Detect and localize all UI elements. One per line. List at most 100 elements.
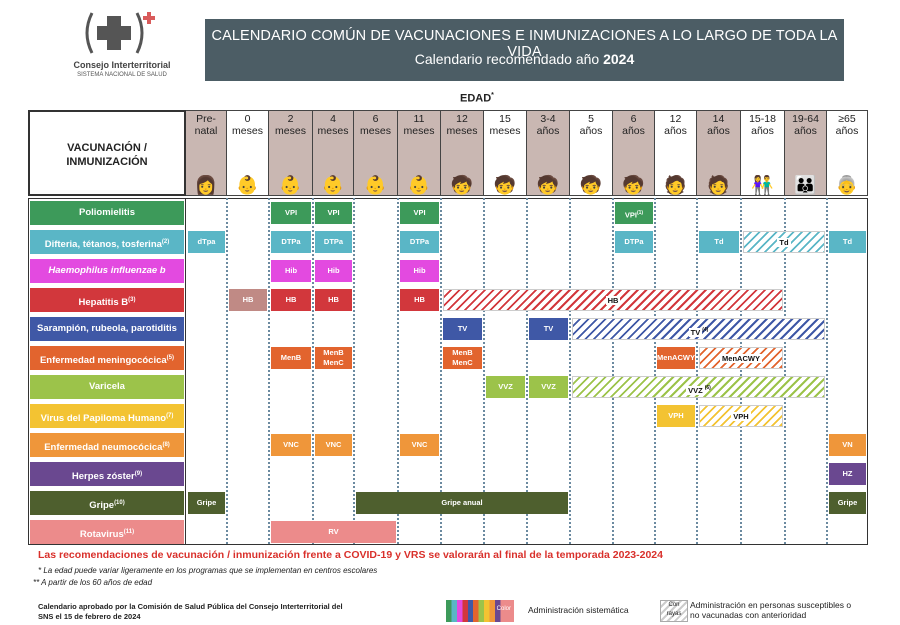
age-label: 4 meses bbox=[317, 113, 349, 137]
row-label-9: Herpes zóster(9) bbox=[30, 462, 184, 486]
title-banner: CALENDARIO COMÚN DE VACUNACIONES E INMUN… bbox=[205, 19, 844, 81]
dose-cell: MenB MenC bbox=[443, 347, 482, 369]
row-label-8: Enfermedad neumocócica(8) bbox=[30, 433, 184, 457]
logo-sub: SISTEMA NACIONAL DE SALUD bbox=[77, 72, 167, 78]
edad-label: EDAD* bbox=[460, 92, 494, 105]
hatched-dose: MenACWY bbox=[699, 347, 783, 369]
logo: Consejo Interterritorial SISTEMA NACIONA… bbox=[62, 8, 182, 83]
row-label-text: Enfermedad meningocócica bbox=[39, 355, 167, 367]
dose-cell: VPI bbox=[400, 202, 439, 224]
row-label-text: Difteria, tétanos, tosferina bbox=[44, 239, 162, 251]
title-year: 2024 bbox=[603, 51, 635, 67]
age-label: 19-64 años bbox=[792, 113, 819, 137]
person-icon: 🧒 bbox=[579, 175, 603, 195]
dose-cell: DTPa bbox=[271, 231, 311, 253]
row-label-sup: (10) bbox=[114, 500, 125, 506]
hatched-dose: TV (4) bbox=[572, 318, 825, 340]
legend-hatch-l1: Administración en personas susceptibles … bbox=[690, 600, 852, 610]
dose-cell: HB bbox=[271, 289, 311, 311]
vacunacion-header-l1: VACUNACIÓN / bbox=[67, 142, 147, 154]
age-column-14: 19-64 años 👪 bbox=[785, 110, 827, 196]
age-label: 3-4 años bbox=[536, 113, 560, 137]
column-divider bbox=[226, 198, 228, 544]
age-column-13: 15-18 años 👫 bbox=[741, 110, 785, 196]
age-label: 5 años bbox=[579, 113, 603, 137]
dose-cell: Td bbox=[699, 231, 739, 253]
dose-cell: TV bbox=[529, 318, 568, 340]
column-divider bbox=[654, 198, 656, 544]
row-label-0: Poliomielitis bbox=[30, 201, 184, 225]
age-column-12: 14 años 🧑 bbox=[697, 110, 741, 196]
dose-cell: HZ bbox=[829, 463, 866, 485]
row-label-text: Sarampión, rubeola, parotiditis bbox=[37, 323, 177, 334]
row-label-text: Herpes zóster bbox=[71, 471, 135, 483]
age-column-0: Pre-natal 👩 bbox=[186, 110, 227, 196]
person-icon: 👶 bbox=[407, 175, 431, 195]
age-column-6: 12 meses 🧒 bbox=[441, 110, 484, 196]
column-divider bbox=[612, 198, 614, 544]
person-icon: 🧑 bbox=[664, 175, 687, 195]
row-label-sup: (11) bbox=[123, 529, 135, 535]
approval-l2: SNS el 15 de febrero de 2024 bbox=[38, 612, 141, 621]
dose-cell: HB bbox=[229, 289, 267, 311]
legend-hatch-l2: no vacunadas con anterioridad bbox=[690, 610, 807, 620]
dose-cell: RV bbox=[271, 521, 396, 543]
person-icon: 🧒 bbox=[493, 175, 517, 195]
age-column-1: 0 meses 👶 bbox=[227, 110, 269, 196]
dose-cell: VVZ bbox=[486, 376, 525, 398]
person-icon: 🧑 bbox=[707, 175, 730, 195]
person-icon: 👫 bbox=[751, 175, 774, 195]
person-icon: 👪 bbox=[794, 175, 817, 195]
dose-cell: VPI bbox=[271, 202, 311, 224]
dose-cell: MenACWY bbox=[657, 347, 695, 369]
age-column-4: 6 meses 👶 bbox=[354, 110, 398, 196]
age-label: 0 meses bbox=[232, 113, 263, 137]
row-label-3: Hepatitis B(3) bbox=[30, 288, 184, 312]
edad-text: EDAD bbox=[460, 92, 492, 105]
age-label: 12 años bbox=[664, 113, 687, 137]
row-label-sup: (7) bbox=[166, 413, 174, 419]
age-column-10: 6 años 🧒 bbox=[613, 110, 655, 196]
dose-cell: Hib bbox=[400, 260, 439, 282]
row-label-sup: (2) bbox=[161, 239, 170, 245]
row-label-2: Haemophilus influenzae b bbox=[30, 259, 184, 283]
dose-cell: Hib bbox=[271, 260, 311, 282]
age-label: 11 meses bbox=[403, 113, 435, 137]
dose-cell: Gripe bbox=[188, 492, 225, 514]
person-icon: 🧒 bbox=[536, 175, 560, 195]
hatched-dose: VVZ (6) bbox=[572, 376, 825, 398]
age-column-8: 3-4 años 🧒 bbox=[527, 110, 570, 196]
column-divider bbox=[353, 198, 355, 544]
dose-cell: VVZ bbox=[529, 376, 568, 398]
person-icon: 🧒 bbox=[450, 175, 474, 195]
person-icon: 👶 bbox=[236, 175, 259, 195]
dose-cell: DTPa bbox=[315, 231, 352, 253]
row-label-text: Rotavirus bbox=[79, 529, 124, 541]
column-divider bbox=[312, 198, 314, 544]
dose-cell: VPI bbox=[315, 202, 352, 224]
row-label-sup: (8) bbox=[162, 442, 170, 448]
row-label-text: Virus del Papiloma Humano bbox=[40, 413, 167, 425]
column-divider bbox=[696, 198, 698, 544]
dose-cell: Gripe anual bbox=[356, 492, 568, 514]
hatched-dose: HB bbox=[443, 289, 783, 311]
dose-cell: Gripe anual** bbox=[829, 492, 866, 532]
row-label-1: Difteria, tétanos, tosferina(2) bbox=[30, 230, 184, 254]
row-label-sup: (5) bbox=[166, 355, 175, 361]
title-line2: Calendario recomendado año 2024 bbox=[205, 51, 844, 67]
person-icon: 👶 bbox=[279, 175, 302, 195]
dose-cell: VPI(1) bbox=[615, 202, 653, 224]
hatched-dose: Td bbox=[743, 231, 825, 253]
vacunacion-header-l2: INMUNIZACIÓN bbox=[66, 156, 148, 168]
row-label-5: Enfermedad meningocócica(5) bbox=[30, 346, 184, 370]
age-label: 2 meses bbox=[275, 113, 306, 137]
dose-cell: MenB MenC bbox=[315, 347, 352, 369]
rows-frame bbox=[28, 198, 186, 545]
legend-color-text: Color bbox=[496, 606, 511, 612]
dose-cell: MenB bbox=[271, 347, 311, 369]
age-column-5: 11 meses 👶 bbox=[398, 110, 441, 196]
row-label-text: Gripe bbox=[89, 500, 115, 512]
row-label-text: Hepatitis B bbox=[78, 297, 129, 309]
dose-cell: VPH bbox=[657, 405, 695, 427]
person-icon: 👩 bbox=[194, 175, 218, 195]
